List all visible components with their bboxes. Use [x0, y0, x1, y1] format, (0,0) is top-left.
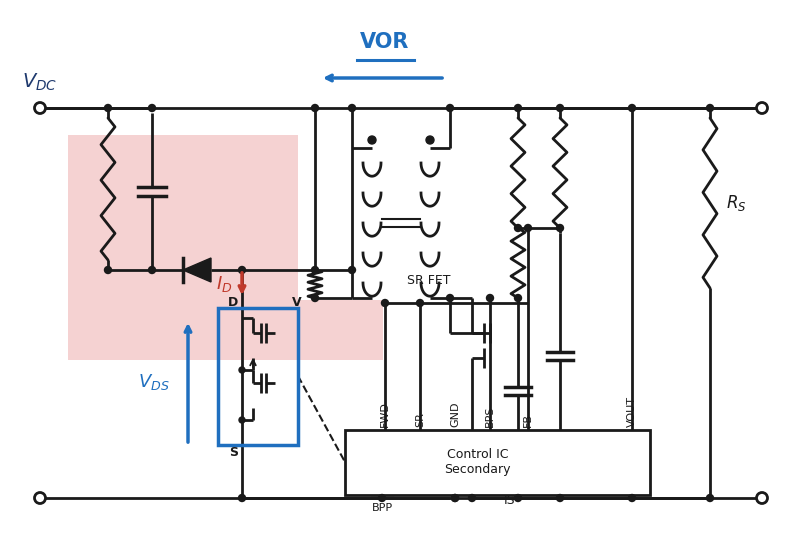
Circle shape: [311, 294, 318, 301]
Circle shape: [514, 494, 522, 502]
Circle shape: [446, 294, 454, 301]
Text: GND: GND: [450, 401, 460, 427]
Circle shape: [514, 225, 522, 232]
Circle shape: [426, 136, 434, 144]
Text: D: D: [228, 295, 238, 308]
Text: S: S: [229, 446, 238, 459]
Circle shape: [706, 494, 714, 502]
Circle shape: [446, 104, 454, 112]
Text: VOR: VOR: [360, 32, 410, 52]
Circle shape: [34, 102, 46, 114]
Circle shape: [706, 104, 714, 112]
Circle shape: [451, 494, 458, 502]
Circle shape: [469, 494, 475, 502]
Circle shape: [629, 104, 635, 112]
Circle shape: [34, 492, 46, 504]
Text: FB: FB: [523, 413, 533, 427]
Circle shape: [557, 494, 563, 502]
Circle shape: [486, 294, 494, 301]
Circle shape: [238, 267, 246, 274]
Circle shape: [349, 104, 355, 112]
Circle shape: [757, 492, 767, 504]
Text: BPS: BPS: [485, 405, 495, 427]
Text: $V_{DS}$: $V_{DS}$: [138, 372, 170, 392]
Text: $V_{DC}$: $V_{DC}$: [22, 72, 58, 93]
Circle shape: [382, 300, 389, 306]
Circle shape: [514, 104, 522, 112]
Text: $R_S$: $R_S$: [726, 193, 746, 213]
Circle shape: [149, 267, 155, 274]
Circle shape: [417, 300, 423, 306]
Text: Secondary: Secondary: [444, 463, 510, 477]
Circle shape: [525, 225, 531, 232]
Circle shape: [238, 494, 246, 502]
Text: SR FET: SR FET: [407, 274, 450, 287]
Bar: [218, 308, 298, 445]
Bar: [68, 300, 383, 360]
Circle shape: [378, 494, 386, 502]
Circle shape: [514, 294, 522, 301]
Circle shape: [105, 267, 111, 274]
Circle shape: [349, 267, 355, 274]
Circle shape: [311, 267, 318, 274]
Polygon shape: [183, 258, 211, 282]
Circle shape: [629, 494, 635, 502]
Bar: [345, 430, 650, 495]
Text: V: V: [292, 295, 302, 308]
Circle shape: [557, 104, 563, 112]
Text: $I_D$: $I_D$: [215, 274, 232, 294]
Circle shape: [451, 494, 458, 502]
Circle shape: [149, 104, 155, 112]
Text: SR: SR: [415, 412, 425, 427]
Circle shape: [239, 367, 245, 373]
Circle shape: [368, 136, 376, 144]
Circle shape: [557, 225, 563, 232]
Circle shape: [757, 102, 767, 114]
Bar: [68, 135, 298, 300]
Text: VOUT: VOUT: [627, 396, 637, 427]
Circle shape: [239, 417, 245, 423]
Text: Control IC: Control IC: [446, 448, 508, 461]
Text: FWD: FWD: [380, 401, 390, 427]
Circle shape: [311, 104, 318, 112]
Text: BPP: BPP: [371, 503, 393, 513]
Text: IS: IS: [504, 494, 516, 508]
Circle shape: [105, 104, 111, 112]
